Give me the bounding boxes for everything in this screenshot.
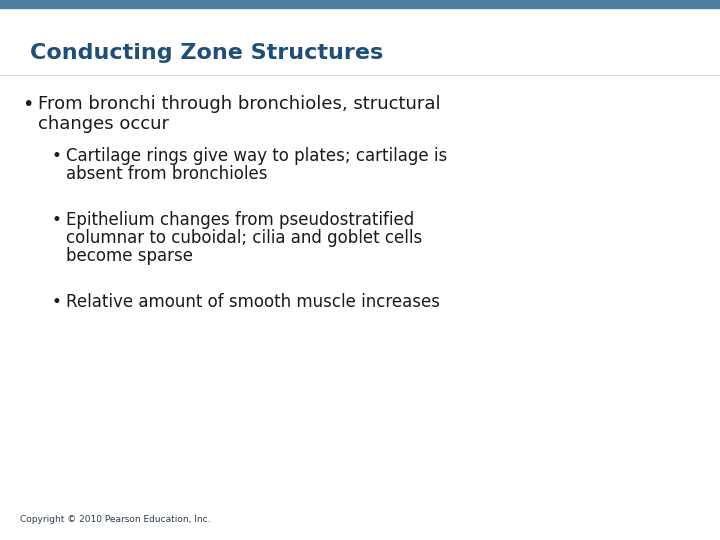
Text: columnar to cuboidal; cilia and goblet cells: columnar to cuboidal; cilia and goblet c… [66,229,422,247]
Text: changes occur: changes occur [38,115,169,133]
Text: absent from bronchioles: absent from bronchioles [66,165,268,183]
Text: •: • [52,293,62,311]
Text: •: • [22,95,33,114]
Text: •: • [52,147,62,165]
Text: From bronchi through bronchioles, structural: From bronchi through bronchioles, struct… [38,95,441,113]
Text: become sparse: become sparse [66,247,193,265]
Text: •: • [52,211,62,229]
Text: Cartilage rings give way to plates; cartilage is: Cartilage rings give way to plates; cart… [66,147,447,165]
Text: Relative amount of smooth muscle increases: Relative amount of smooth muscle increas… [66,293,440,311]
Text: Epithelium changes from pseudostratified: Epithelium changes from pseudostratified [66,211,414,229]
Text: Copyright © 2010 Pearson Education, Inc.: Copyright © 2010 Pearson Education, Inc. [20,515,210,524]
Bar [0,0,720,8]
Text: Conducting Zone Structures: Conducting Zone Structures [30,43,383,63]
